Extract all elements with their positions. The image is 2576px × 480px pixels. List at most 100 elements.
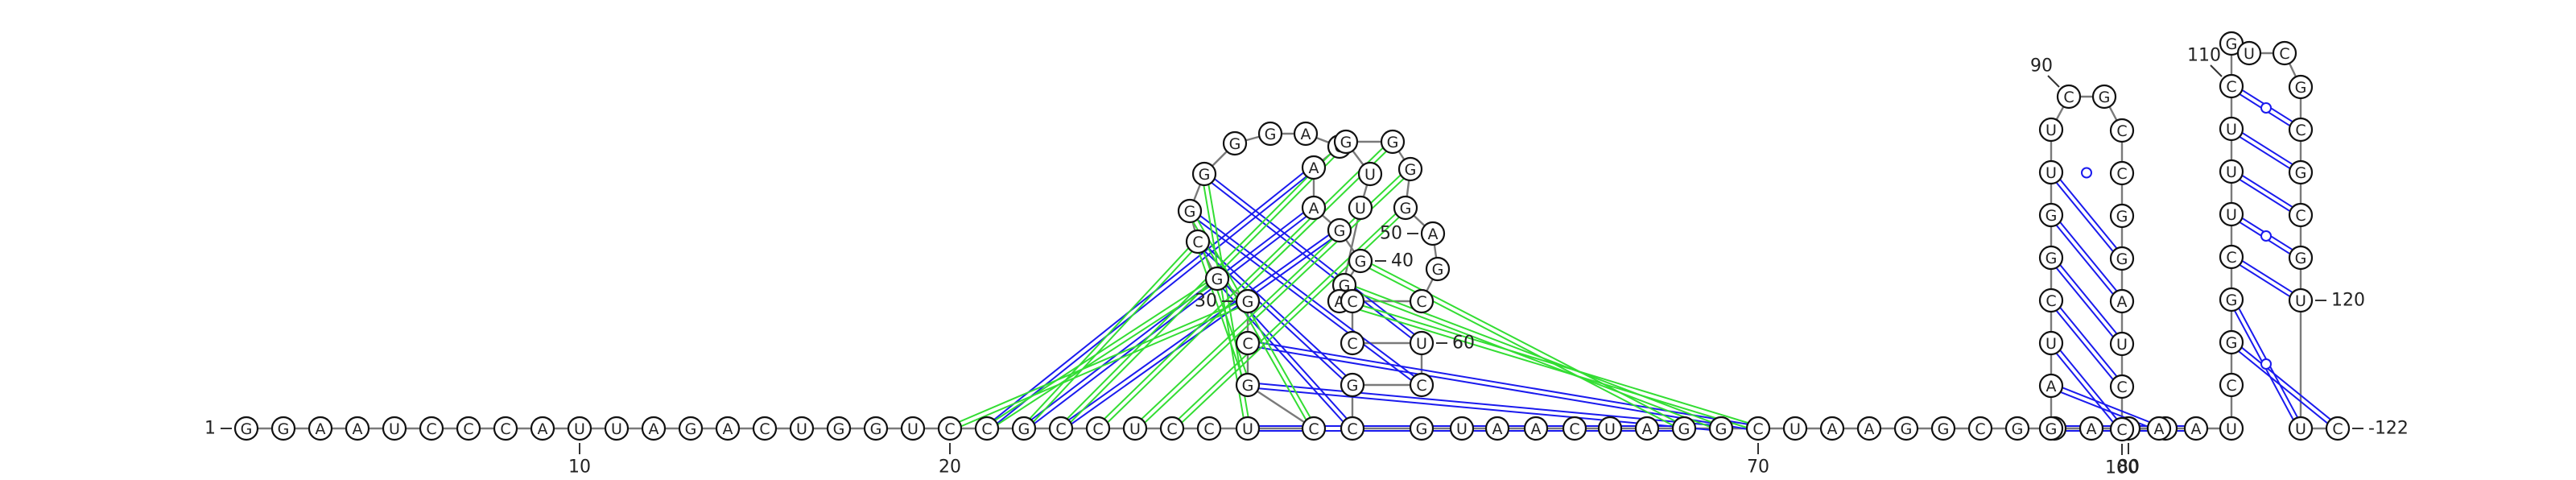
nucleotide-base-label: G [1334,222,1346,240]
nucleotide-4: A [346,417,369,440]
nucleotide-base-label: A [2191,420,2202,438]
nucleotide-base-label: C [463,420,473,438]
nucleotide-32: G [1236,290,1259,312]
nucleotide-base-label: C [2116,379,2127,396]
index-label: -122 [2368,419,2409,439]
nucleotide-base-label: C [2226,78,2236,96]
wobble-pair-marker [2082,168,2091,178]
nucleotide-66: C [1563,417,1586,440]
nucleotide-base-label: G [1184,203,1196,221]
nucleotide-base-label: G [1416,420,1428,438]
nucleotide-base-label: U [2226,163,2237,181]
nucleotide-73: A [1821,417,1843,440]
nucleotide-15: C [753,417,776,440]
nucleotide-base-label: C [1347,335,1357,353]
nucleotide-2: G [272,417,295,440]
nucleotide-13: G [679,417,702,440]
nucleotide-19: U [902,417,924,440]
nucleotide-25: U [1124,417,1146,440]
nucleotide-65: A [1525,417,1547,440]
nucleotide-14: A [716,417,739,440]
index-label: 40 [1391,251,1414,271]
nucleotide-6: C [420,417,443,440]
nucleotide-8: C [494,417,517,440]
nucleotide-48: U [1359,163,1381,185]
nucleotide-59: C [1410,374,1433,396]
index-tick [2048,76,2059,87]
nucleotide-base-label: G [2295,250,2307,267]
nucleotide-base-label: A [353,420,363,438]
nucleotide-base-label: G [2116,250,2128,268]
nucleotide-base-label: C [1166,420,1177,438]
nucleotide-base-label: A [2046,378,2057,395]
nucleotide-base-label: U [1129,420,1141,438]
nucleotide-base-label: U [2226,420,2237,438]
nucleotide-99: C [2111,375,2133,398]
nucleotide-115: G [2289,76,2312,98]
nucleotide-base-label: C [2295,122,2306,139]
nucleotide-71: C [1747,417,1769,440]
nucleotide-base-label: G [1432,261,1444,279]
nucleotide-base-label: U [1416,335,1427,353]
nucleotide-85: U [2040,332,2062,354]
nucleotide-base-label: U [2295,420,2306,438]
nucleotide-74: A [1858,417,1880,440]
nucleotide-7: C [457,417,480,440]
nucleotide-88: G [2040,204,2062,226]
nucleotide-base-label: G [1678,420,1690,438]
nucleotide-base-label: G [2046,207,2058,225]
nucleotide-base-label: U [2226,121,2237,139]
nucleotide-28: U [1236,417,1259,440]
nucleotide-44: G [1349,250,1372,272]
pseudoknot-pair-line [989,281,1219,431]
nucleotide-23: C [1050,417,1072,440]
nucleotide-base-label: U [2226,206,2237,224]
nucleotide-72: U [1784,417,1806,440]
canonical-pair-line [985,166,1312,427]
nucleotide-base-label: C [1192,234,1203,251]
nucleotide-base-label: G [1400,200,1412,217]
nucleotide-117: G [2289,161,2312,184]
nucleotide-56: C [1341,290,1364,312]
nucleotide-base-label: G [1901,420,1913,438]
nucleotide-57: C [1341,332,1364,354]
canonical-pair-line [1026,209,1315,430]
nucleotide-103: U [2220,417,2243,440]
nucleotide-base-label: C [1242,335,1253,353]
nucleotide-base-label: U [2046,164,2057,182]
index-label: 1 [204,419,216,439]
nucleotide-51: G [1399,158,1422,180]
nucleotide-base-label: G [2226,292,2238,309]
nucleotide-58: U [1410,332,1433,354]
nucleotide-26: C [1161,417,1183,440]
nucleotide-base-label: A [649,420,659,438]
nucleotide-95: G [2111,205,2133,227]
nucleotide-base-label: U [2046,335,2057,353]
nucleotide-113: U [2238,42,2260,64]
nucleotide-118: C [2289,204,2312,226]
index-label: 90 [2030,56,2053,77]
nucleotide-78: G [2006,417,2029,440]
nucleotide-120: U [2289,289,2312,312]
canonical-pair-line [2230,344,2336,430]
nucleotide-34: C [1187,230,1209,253]
nucleotide-base-label: A [1309,159,1319,177]
nucleotide-84: A [2040,374,2062,397]
nucleotide-base-label: C [2295,207,2306,225]
nucleotide-52: G [1394,197,1417,219]
nucleotide-89: U [2040,161,2062,184]
index-tick [2211,65,2222,77]
nucleotide-36: G [1193,163,1216,185]
nucleotide-base-label: A [1642,420,1653,438]
nucleotide-base-label: A [1428,226,1439,243]
nucleotide-base-label: G [2295,79,2307,97]
nucleotide-39: A [1294,122,1317,145]
nucleotide-base-label: A [2087,420,2097,438]
nucleotide-108: U [2220,203,2243,226]
nucleotide-50: G [1381,130,1404,153]
wobble-pair-marker [2261,231,2271,241]
nucleotide-41: A [1302,156,1325,179]
nucleotide-90: U [2040,118,2062,141]
nucleotide-93: C [2111,119,2133,142]
nucleotide-119: G [2289,246,2312,269]
